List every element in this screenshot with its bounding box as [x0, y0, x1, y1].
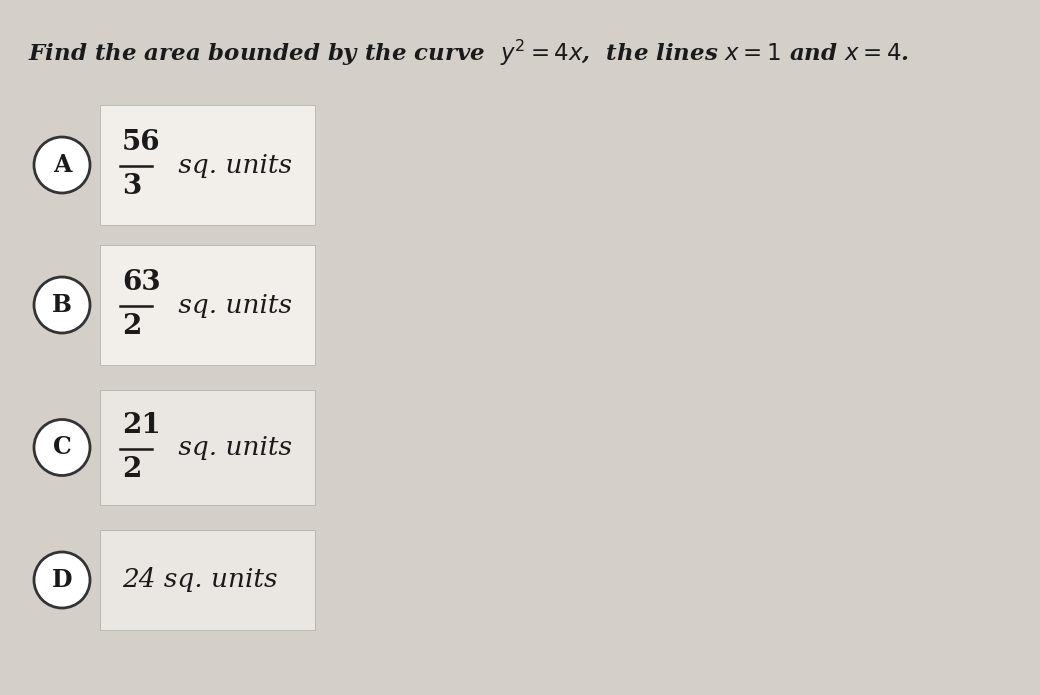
Text: 2: 2 [122, 313, 141, 341]
Circle shape [34, 277, 90, 333]
Text: D: D [52, 568, 72, 592]
Bar [100, 530, 315, 630]
Circle shape [34, 552, 90, 608]
Text: C: C [53, 436, 72, 459]
Circle shape [34, 137, 90, 193]
Text: sq. units: sq. units [170, 293, 292, 318]
Text: Find the area bounded by the curve  $y^2=4x$,  the lines $x=1$ and $x=4$.: Find the area bounded by the curve $y^2=… [28, 38, 909, 68]
Text: 3: 3 [122, 174, 141, 200]
Circle shape [34, 420, 90, 475]
Text: 21: 21 [122, 412, 161, 439]
Bar [100, 390, 315, 505]
Text: 2: 2 [122, 456, 141, 483]
Text: 24 sq. units: 24 sq. units [122, 568, 278, 593]
Text: 56: 56 [122, 129, 160, 156]
Text: sq. units: sq. units [170, 152, 292, 177]
Text: sq. units: sq. units [170, 435, 292, 460]
Text: B: B [52, 293, 72, 317]
Text: A: A [53, 153, 71, 177]
Text: 63: 63 [122, 270, 160, 297]
Bar [100, 245, 315, 365]
Bar [100, 105, 315, 225]
